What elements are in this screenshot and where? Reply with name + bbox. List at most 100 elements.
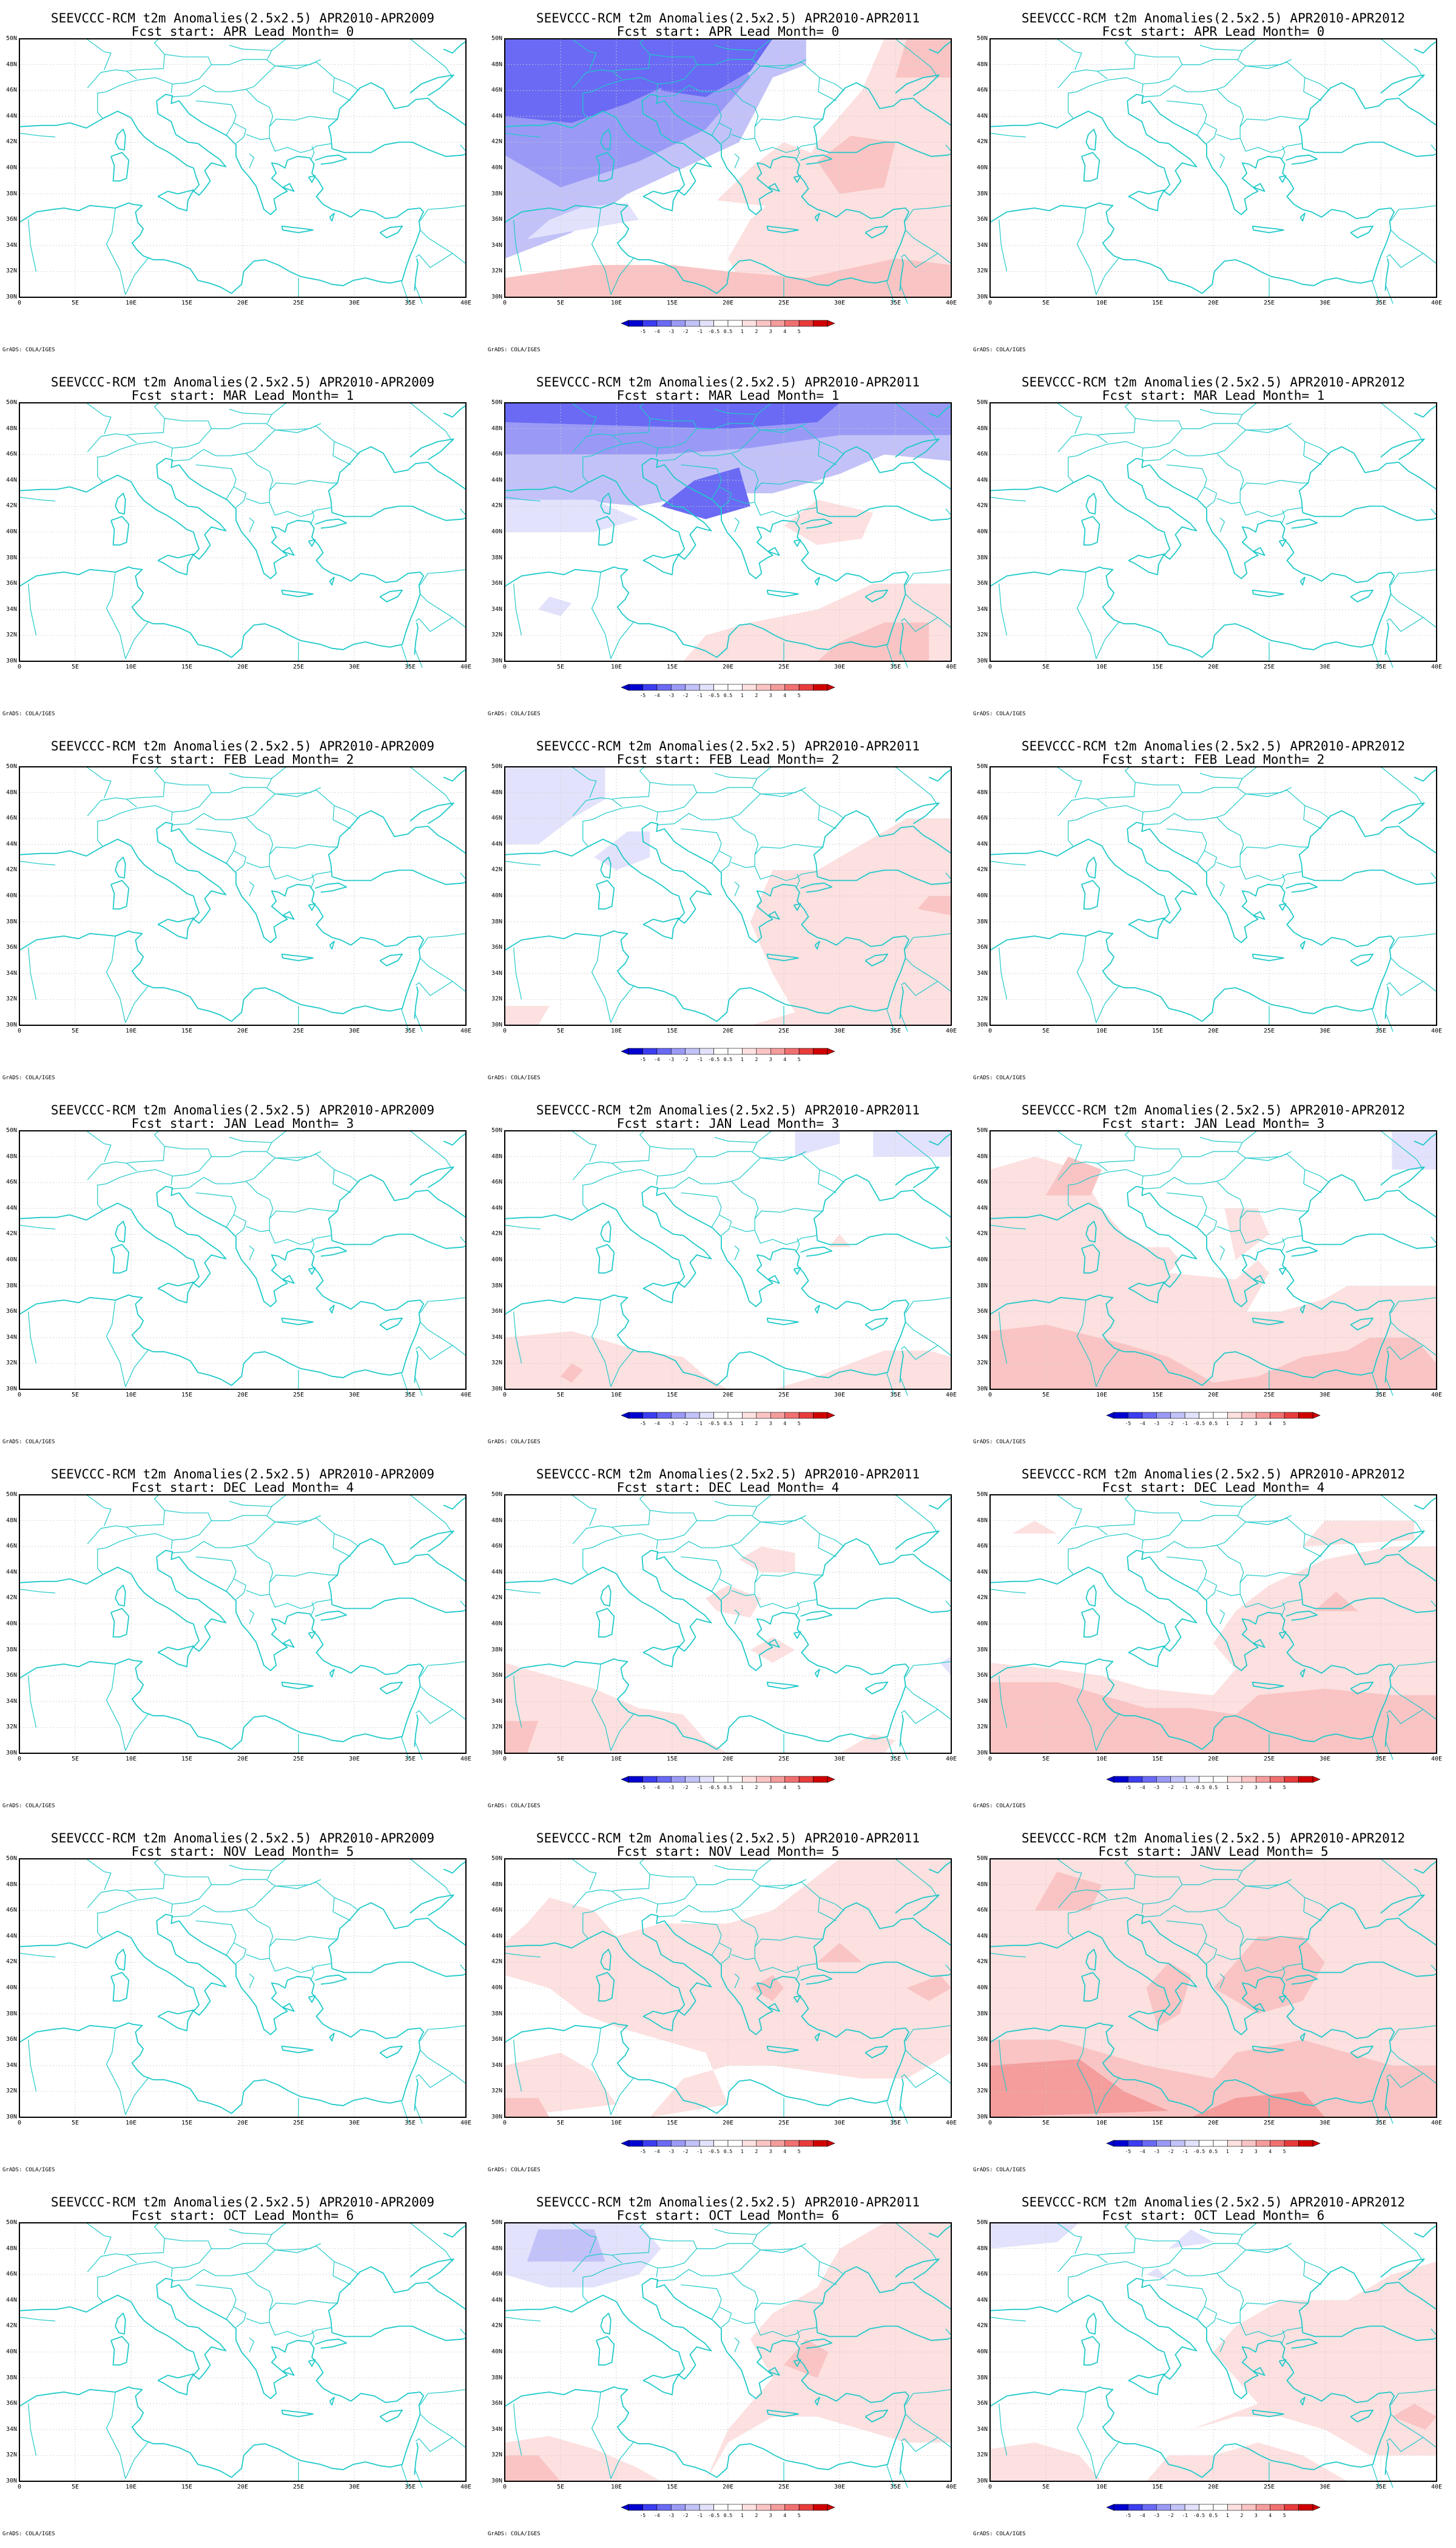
country-border: [1096, 1349, 1120, 1387]
country-border: [1386, 1345, 1424, 1360]
country-border: [1142, 61, 1322, 101]
country-border: [86, 2222, 112, 2254]
coastline: [814, 1304, 820, 1314]
country-border: [229, 773, 272, 779]
lon-tick-label: 30E: [348, 1392, 360, 1398]
panel-title: SEEVCCC-RCM t2m Anomalies(2.5x2.5) APR20…: [1021, 2195, 1406, 2209]
country-border: [249, 1245, 254, 1261]
colorbar-swatch: [670, 2504, 686, 2511]
lon-tick-label: 0: [988, 1028, 993, 1034]
coastline: [1414, 2225, 1437, 2238]
lon-tick-label: 5E: [1042, 1392, 1050, 1398]
coastline: [328, 82, 467, 149]
lon-tick-label: 35E: [889, 1392, 902, 1398]
country-border: [19, 1224, 55, 1230]
country-border: [1057, 766, 1082, 798]
country-border: [719, 1942, 732, 1964]
map-frame: [19, 402, 467, 662]
coastline: [1299, 1304, 1306, 1314]
anomaly-area: [505, 2098, 550, 2117]
country-border: [97, 1169, 173, 1212]
country-border: [999, 2404, 1008, 2456]
colorbar-label: 0.5: [724, 1785, 733, 1790]
lat-tick-label: 46N: [976, 1907, 988, 1914]
colorbar-label: -5: [640, 2513, 646, 2518]
country-border: [171, 425, 351, 465]
colorbar-label: 0.5: [1209, 2513, 1218, 2518]
country-border: [195, 100, 237, 136]
country-border: [28, 1312, 37, 1364]
lon-tick-label: 30E: [834, 1392, 846, 1398]
coastline: [410, 438, 454, 460]
colorbar-swatch: [1142, 2140, 1157, 2147]
lat-tick-label: 50N: [5, 2219, 17, 2226]
country-border: [714, 1137, 757, 1143]
colorbar-swatch: [642, 1412, 658, 1419]
coastline: [1128, 189, 1165, 212]
country-border: [582, 1897, 658, 1940]
grads-credit: GrADS: COLA/IGES: [2, 347, 55, 353]
lat-tick-label: 48N: [491, 425, 502, 432]
lat-tick-label: 50N: [491, 1855, 502, 1862]
country-border: [1380, 2222, 1424, 2262]
lat-tick-label: 50N: [5, 1127, 17, 1134]
lat-tick-label: 34N: [976, 1697, 988, 1705]
lat-tick-label: 50N: [976, 2219, 988, 2226]
coastline: [443, 1497, 467, 1510]
country-border: [1371, 280, 1380, 304]
country-border: [1245, 1151, 1292, 1159]
country-border: [334, 805, 359, 819]
country-border: [420, 205, 467, 221]
lat-tick-label: 30N: [5, 2478, 17, 2484]
lon-tick-label: 35E: [404, 1756, 416, 1762]
coastline: [1380, 1894, 1425, 1916]
country-border: [1380, 1858, 1424, 1898]
coastline: [308, 903, 316, 911]
lon-tick-label: 0: [988, 2484, 993, 2490]
lat-tick-label: 36N: [976, 1308, 988, 1315]
colorbar-label: 4: [783, 329, 786, 334]
lon-tick-label: 15E: [181, 2484, 193, 2490]
lat-tick-label: 50N: [976, 399, 988, 406]
lat-tick-label: 44N: [5, 1204, 17, 1212]
anomaly-area: [505, 39, 695, 123]
anomaly-map: [989, 1494, 1437, 1760]
lat-tick-label: 48N: [491, 1881, 502, 1888]
country-border: [234, 1942, 247, 1964]
colorbar-arrow-right: [827, 1776, 835, 1783]
colorbar-swatch: [670, 684, 686, 691]
coastline: [1380, 802, 1425, 824]
lon-tick-label: 5E: [556, 664, 565, 670]
colorbar-swatch: [713, 1412, 729, 1419]
coastline: [443, 1861, 467, 1874]
country-border: [249, 153, 254, 169]
lon-tick-label: 5E: [556, 1756, 565, 1762]
lat-tick-label: 36N: [976, 216, 988, 223]
country-border: [86, 402, 112, 434]
lat-tick-label: 38N: [5, 1646, 17, 1653]
country-border: [171, 2245, 351, 2285]
coastline: [813, 82, 952, 149]
country-border: [1219, 153, 1225, 169]
country-border: [610, 1713, 635, 1751]
lat-tick-label: 34N: [5, 969, 17, 977]
colorbar-label: 4: [1269, 2149, 1272, 2154]
coastline: [1350, 2409, 1373, 2422]
lon-tick-label: 25E: [292, 2120, 305, 2126]
country-border: [571, 1130, 597, 1162]
coastline: [1278, 1631, 1287, 1639]
country-border: [229, 45, 272, 51]
lat-tick-label: 46N: [5, 87, 17, 94]
country-border: [582, 1169, 658, 1212]
colorbar-label: 2: [755, 693, 758, 698]
country-border: [945, 1236, 952, 1244]
lat-tick-label: 34N: [5, 1333, 17, 1341]
lon-tick-label: 40E: [460, 2120, 472, 2126]
colorbar-arrow-right: [1312, 2504, 1321, 2511]
map-frame: [19, 1494, 467, 1754]
grads-credit: GrADS: COLA/IGES: [488, 2531, 541, 2537]
lat-tick-label: 50N: [976, 763, 988, 770]
lat-tick-label: 44N: [976, 840, 988, 848]
coastline: [504, 1549, 909, 1750]
country-border: [1380, 766, 1424, 806]
